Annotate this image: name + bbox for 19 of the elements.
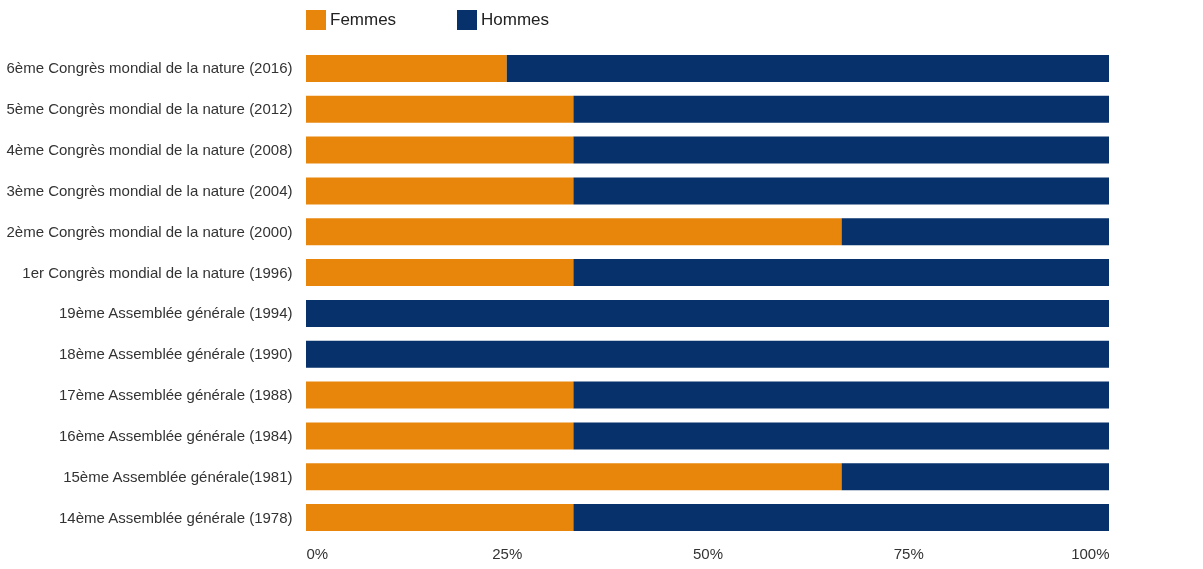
y-tick-label: 4ème Congrès mondial de la nature (2008) [6, 141, 293, 159]
y-tick-label: 19ème Assemblée générale (1994) [59, 304, 293, 322]
x-tick-label: 25% [492, 544, 523, 562]
legend-label: Femmes [330, 10, 397, 29]
y-tick-label: 6ème Congrès mondial de la nature (2016) [6, 59, 293, 77]
y-tick-label: 15ème Assemblée générale(1981) [63, 467, 293, 485]
legend-label: Hommes [481, 10, 550, 29]
y-tick-label: 18ème Assemblée générale (1990) [59, 345, 293, 363]
y-tick-label: 5ème Congrès mondial de la nature (2012) [6, 100, 293, 118]
x-tick-label: 50% [692, 544, 724, 562]
y-tick-label: 1er Congrès mondial de la nature (1996) [22, 263, 293, 281]
y-tick-label: 14ème Assemblée générale (1978) [59, 508, 293, 526]
y-tick-label: 17ème Assemblée générale (1988) [59, 386, 293, 404]
x-tick-label: 75% [893, 544, 924, 562]
y-tick-label: 2ème Congrès mondial de la nature (2000) [6, 222, 293, 240]
x-tick-label: 100% [1071, 544, 1110, 562]
x-tick-label: 0% [306, 544, 329, 562]
y-tick-label: 16ème Assemblée générale (1984) [59, 426, 293, 444]
y-tick-label: 3ème Congrès mondial de la nature (2004) [6, 181, 293, 199]
